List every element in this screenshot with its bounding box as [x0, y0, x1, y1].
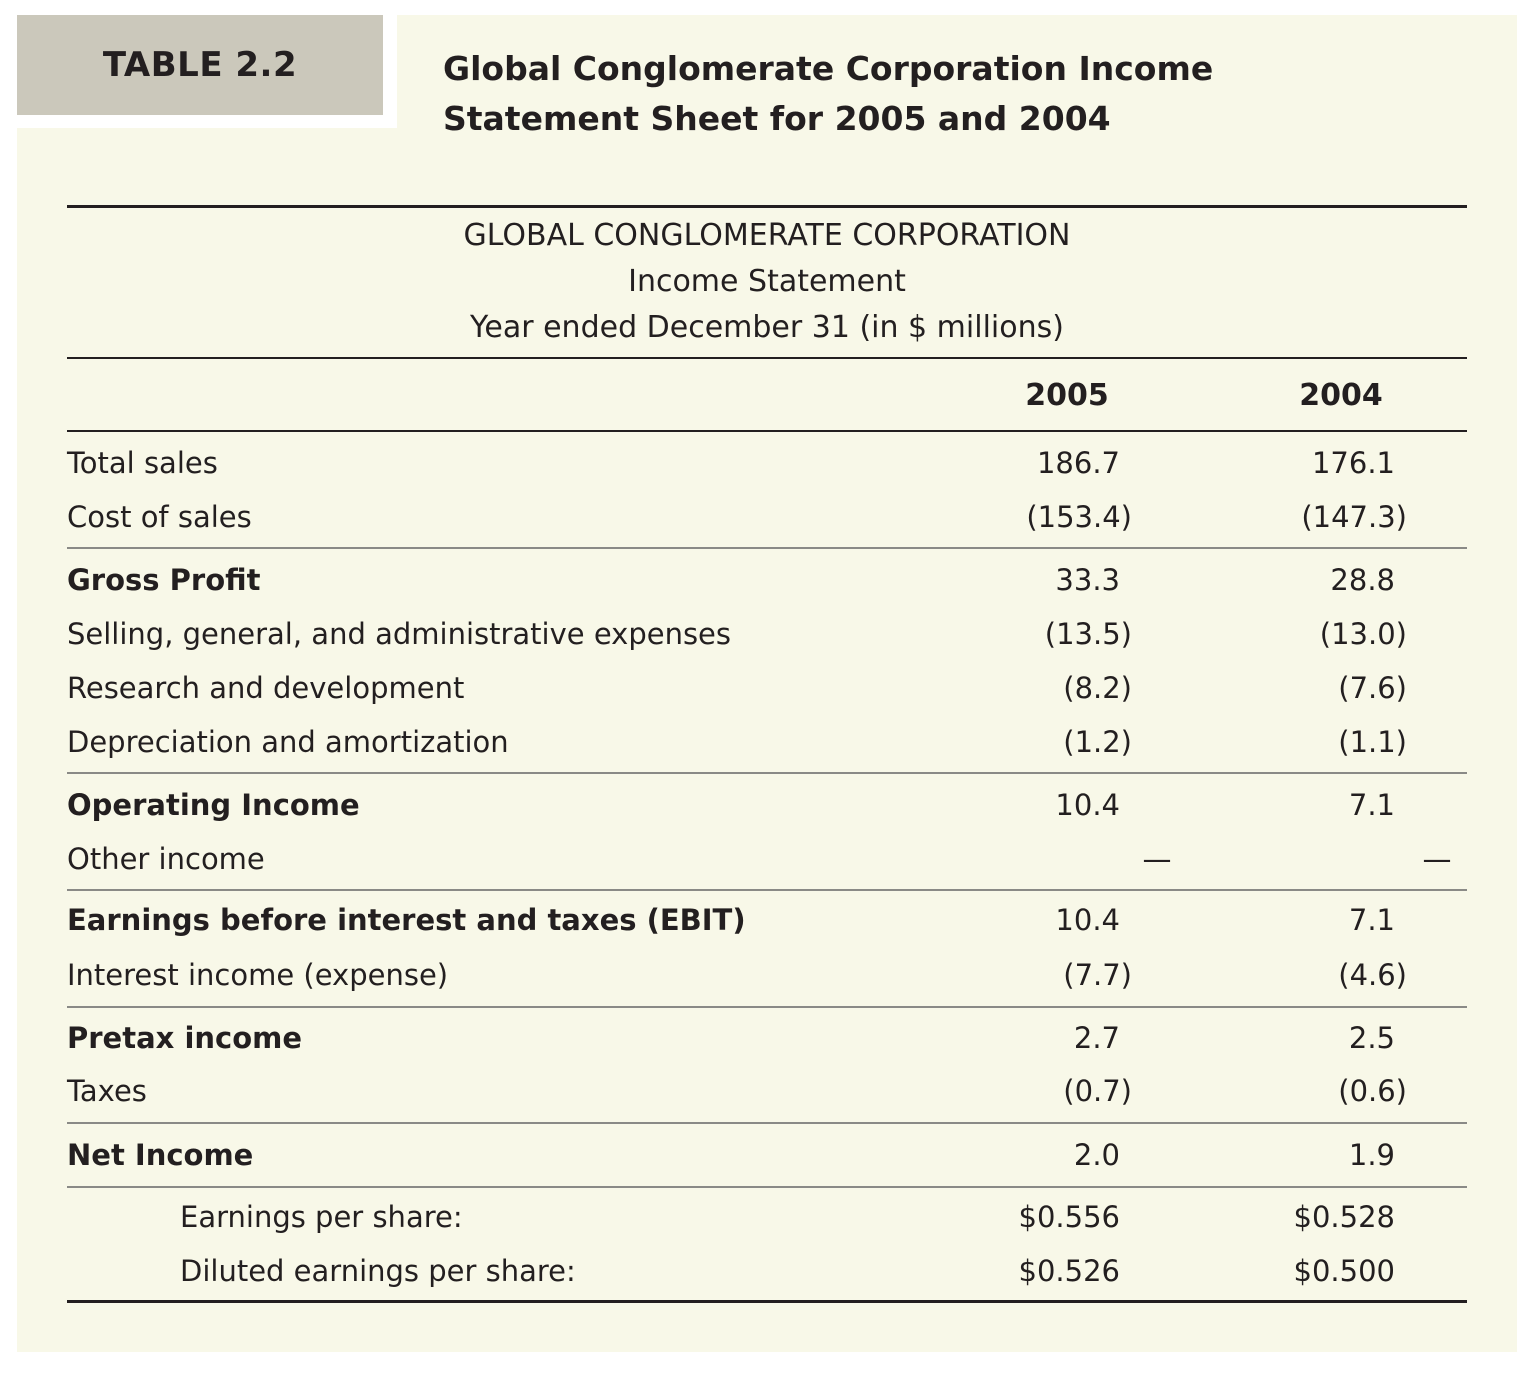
row-label: Gross Profit — [67, 563, 261, 597]
column-header-rule — [67, 430, 1467, 432]
row-label: Diluted earnings per share: — [180, 1254, 576, 1288]
value-2005: (153.4) — [1026, 500, 1132, 534]
table-row: Net Income 2.0 1.9 — [67, 1128, 1467, 1182]
row-label: Taxes — [67, 1074, 147, 1108]
value-2005: (7.7) — [1063, 958, 1132, 992]
table-row: Depreciation and amortization (1.2) (1.1) — [67, 715, 1467, 769]
table-row: Other income — — — [67, 832, 1467, 886]
value-2005: 33.3 — [1055, 563, 1120, 597]
value-2005: 10.4 — [1055, 788, 1120, 822]
title-line-2: Statement Sheet for 2005 and 2004 — [443, 99, 1111, 138]
separator — [67, 1006, 1467, 1008]
table-row: Pretax income 2.7 2.5 — [67, 1011, 1467, 1065]
table-row: Total sales 186.7 176.1 — [67, 436, 1467, 490]
row-label: Operating Income — [67, 788, 360, 822]
row-label: Other income — [67, 842, 265, 876]
value-2004: $0.500 — [1293, 1254, 1395, 1288]
value-2004: 1.9 — [1348, 1138, 1395, 1172]
table-row: Earnings before interest and taxes (EBIT… — [67, 893, 1467, 947]
value-2005: (1.2) — [1063, 725, 1132, 759]
separator — [67, 547, 1467, 549]
column-header-2004: 2004 — [1299, 378, 1383, 413]
value-2004: (0.6) — [1338, 1074, 1407, 1108]
value-2005: $0.556 — [1018, 1200, 1120, 1234]
table-row: Diluted earnings per share: $0.526 $0.500 — [67, 1244, 1467, 1298]
separator — [67, 1122, 1467, 1124]
company-name: GLOBAL CONGLOMERATE CORPORATION — [463, 218, 1071, 253]
separator — [67, 889, 1467, 891]
row-label: Research and development — [67, 671, 465, 705]
value-2004: 7.1 — [1348, 788, 1395, 822]
row-label: Total sales — [67, 446, 218, 480]
table-row: Taxes (0.7) (0.6) — [67, 1064, 1467, 1118]
value-2004: (4.6) — [1338, 958, 1407, 992]
column-header-2005: 2005 — [1025, 378, 1109, 413]
value-2005: $0.526 — [1018, 1254, 1120, 1288]
value-2004: (7.6) — [1338, 671, 1407, 705]
row-label: Depreciation and amortization — [67, 725, 509, 759]
row-label: Selling, general, and administrative exp… — [67, 617, 732, 651]
table-row: Earnings per share: $0.556 $0.528 — [67, 1190, 1467, 1244]
row-label: Interest income (expense) — [67, 958, 449, 992]
row-label: Cost of sales — [67, 500, 252, 534]
value-2005: (0.7) — [1063, 1074, 1132, 1108]
value-2005: 2.7 — [1073, 1021, 1120, 1055]
table-row: Interest income (expense) (7.7) (4.6) — [67, 948, 1467, 1002]
table-label: TABLE 2.2 — [17, 15, 383, 115]
statement-name: Income Statement — [628, 264, 906, 299]
bottom-rule — [67, 1300, 1467, 1303]
value-2004: (147.3) — [1301, 500, 1407, 534]
value-2004: — — [1422, 842, 1452, 876]
value-2005: 10.4 — [1055, 903, 1120, 937]
value-2005: 186.7 — [1036, 446, 1120, 480]
separator — [67, 1186, 1467, 1188]
value-2004: (1.1) — [1338, 725, 1407, 759]
value-2004: (13.0) — [1319, 617, 1407, 651]
value-2005: — — [1142, 842, 1172, 876]
value-2004: 7.1 — [1348, 903, 1395, 937]
header-rule — [67, 357, 1467, 359]
row-label: Pretax income — [67, 1021, 303, 1055]
panel-background-lower — [17, 128, 1517, 1352]
title-line-1: Global Conglomerate Corporation Income — [443, 49, 1214, 88]
row-label: Net Income — [67, 1138, 254, 1172]
table-title: Global Conglomerate Corporation Income S… — [443, 44, 1213, 144]
statement-period: Year ended December 31 (in $ millions) — [470, 310, 1064, 345]
value-2005: (13.5) — [1044, 617, 1132, 651]
table-row: Gross Profit 33.3 28.8 — [67, 553, 1467, 607]
value-2004: 28.8 — [1330, 563, 1395, 597]
row-label: Earnings before interest and taxes (EBIT… — [67, 903, 746, 937]
value-2004: $0.528 — [1293, 1200, 1395, 1234]
table-row: Selling, general, and administrative exp… — [67, 607, 1467, 661]
table-row: Cost of sales (153.4) (147.3) — [67, 490, 1467, 544]
separator — [67, 772, 1467, 774]
value-2004: 176.1 — [1311, 446, 1395, 480]
value-2005: 2.0 — [1073, 1138, 1120, 1172]
table-row: Operating Income 10.4 7.1 — [67, 778, 1467, 832]
table-row: Research and development (8.2) (7.6) — [67, 661, 1467, 715]
value-2005: (8.2) — [1063, 671, 1132, 705]
value-2004: 2.5 — [1348, 1021, 1395, 1055]
top-rule — [67, 205, 1467, 208]
row-label: Earnings per share: — [180, 1200, 463, 1234]
